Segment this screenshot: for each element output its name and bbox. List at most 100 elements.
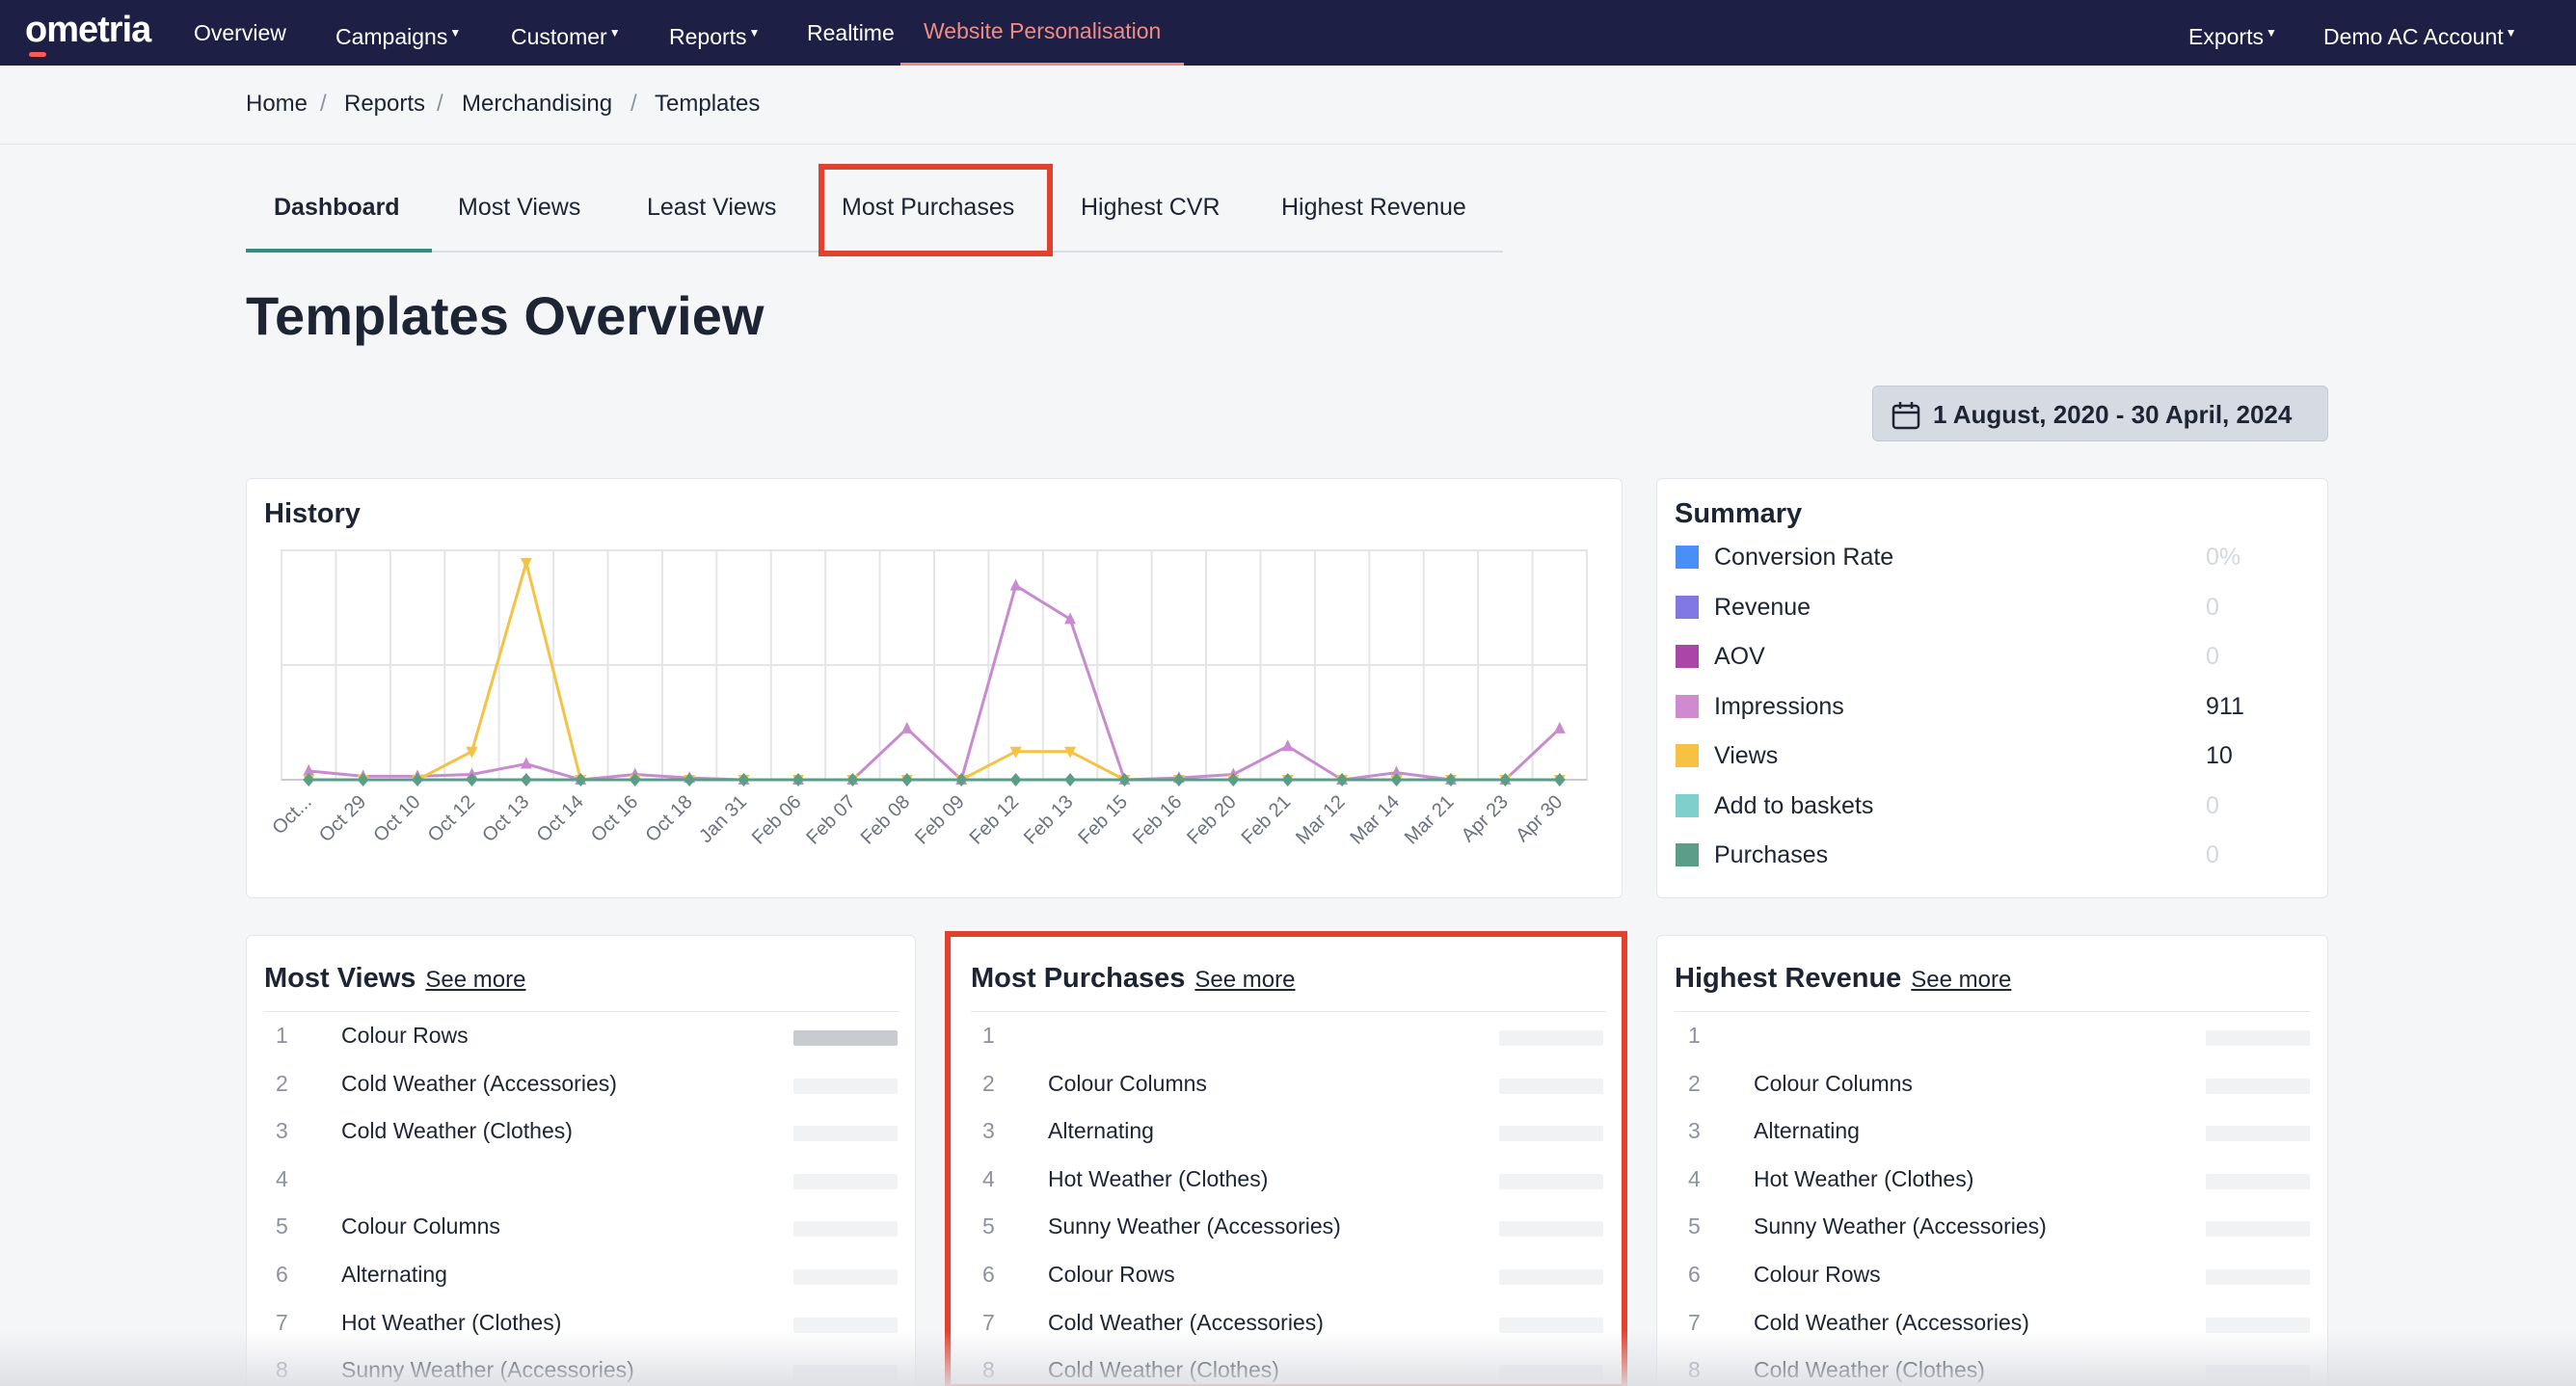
summary-row[interactable]: Impressions 911: [1676, 693, 2254, 722]
summary-row[interactable]: AOV 0: [1676, 643, 2254, 672]
data-point: [466, 773, 478, 786]
nav-campaigns[interactable]: Campaigns ▼: [335, 0, 461, 66]
nav-exports[interactable]: Exports ▼: [2188, 0, 2277, 66]
nav-customer[interactable]: Customer ▼: [511, 0, 621, 66]
data-point: [1553, 773, 1566, 786]
summary-title: Summary: [1675, 498, 1803, 529]
list-item[interactable]: 4: [276, 1166, 902, 1195]
date-range-picker[interactable]: 1 August, 2020 - 30 April, 2024: [1872, 386, 2328, 441]
summary-value: 0: [2206, 791, 2219, 819]
list-item[interactable]: 3 Alternating: [1688, 1118, 2315, 1147]
list-item[interactable]: 5 Sunny Weather (Accessories): [982, 1213, 1609, 1242]
tab-highest-revenue[interactable]: Highest Revenue: [1281, 194, 1466, 221]
tab-dashboard[interactable]: Dashboard: [246, 173, 432, 253]
list-item[interactable]: 2 Colour Columns: [1688, 1071, 2315, 1100]
list-item[interactable]: 1 Colour Rows: [276, 1023, 902, 1052]
summary-label: Views: [1714, 742, 1779, 769]
x-tick-label: Oct 13: [478, 791, 533, 846]
tab-most-views[interactable]: Most Views: [458, 194, 581, 221]
tab-highest-cvr[interactable]: Highest CVR: [1081, 194, 1221, 221]
list-item-rank: 1: [276, 1023, 288, 1048]
data-point: [1009, 746, 1022, 759]
most-purchases-see-more-link[interactable]: See more: [1194, 967, 1296, 993]
list-item-bar: [2206, 1269, 2310, 1285]
list-item-bar: [793, 1317, 898, 1333]
list-item-rank: 3: [276, 1118, 288, 1144]
data-point: [1390, 773, 1403, 786]
breadcrumb-home[interactable]: Home: [246, 91, 309, 117]
nav-overview[interactable]: Overview: [194, 0, 286, 66]
summary-row[interactable]: Purchases 0: [1676, 841, 2254, 870]
highest-revenue-title-text: Highest Revenue: [1675, 963, 1902, 994]
data-point: [900, 721, 913, 733]
nav-campaigns-label: Campaigns: [335, 24, 448, 49]
list-item[interactable]: 2 Cold Weather (Accessories): [276, 1071, 902, 1100]
breadcrumb-separator: /: [437, 91, 443, 117]
x-tick-label: Feb 21: [1238, 791, 1296, 849]
data-point: [1553, 721, 1566, 733]
list-item-bar: [793, 1269, 898, 1285]
list-item[interactable]: 3 Cold Weather (Clothes): [276, 1118, 902, 1147]
list-item[interactable]: 2 Colour Columns: [982, 1071, 1609, 1100]
summary-row[interactable]: Views 10: [1676, 742, 2254, 771]
summary-label: Purchases: [1714, 841, 1829, 868]
list-item[interactable]: 3 Alternating: [982, 1118, 1609, 1147]
list-item[interactable]: 5 Sunny Weather (Accessories): [1688, 1213, 2315, 1242]
list-item-label: Colour Columns: [1048, 1070, 1207, 1096]
card-divider: [971, 1011, 1606, 1012]
list-item[interactable]: 6 Colour Rows: [1688, 1262, 2315, 1291]
list-item-bar: [793, 1221, 898, 1238]
list-item-rank: 2: [276, 1070, 288, 1096]
summary-row[interactable]: Add to baskets 0: [1676, 792, 2254, 821]
list-item[interactable]: 6 Colour Rows: [982, 1262, 1609, 1291]
list-item-bar: [1499, 1030, 1603, 1046]
data-point: [1064, 612, 1077, 625]
most-views-see-more-link[interactable]: See more: [425, 967, 526, 993]
nav-website-personalisation[interactable]: Website Personalisation: [900, 0, 1185, 66]
data-point: [1118, 773, 1131, 786]
list-item-bar: [1499, 1126, 1603, 1142]
date-range-label: 1 August, 2020 - 30 April, 2024: [1933, 400, 2293, 429]
list-item-bar: [2206, 1221, 2310, 1238]
list-item[interactable]: 4 Hot Weather (Clothes): [982, 1166, 1609, 1195]
summary-row[interactable]: Conversion Rate 0%: [1676, 544, 2254, 573]
list-item-rank: 2: [982, 1070, 995, 1096]
list-item[interactable]: 1: [982, 1023, 1609, 1052]
data-point: [738, 773, 750, 786]
nav-reports[interactable]: Reports ▼: [669, 0, 760, 66]
summary-row[interactable]: Revenue 0: [1676, 594, 2254, 623]
list-item-bar: [793, 1173, 898, 1189]
list-item-rank: 3: [1688, 1118, 1701, 1144]
most-views-title-text: Most Views: [264, 963, 416, 994]
list-item[interactable]: 6 Alternating: [276, 1262, 902, 1291]
list-item[interactable]: 4 Hot Weather (Clothes): [1688, 1166, 2315, 1195]
highlight-annotation: [945, 931, 1627, 1386]
x-tick-label: Oct 12: [424, 791, 479, 846]
highest-revenue-see-more-link[interactable]: See more: [1911, 967, 2012, 993]
x-tick-label: Feb 15: [1074, 791, 1132, 849]
report-tabs: Dashboard Most Views Least Views Most Pu…: [246, 173, 1503, 253]
list-item[interactable]: 5 Colour Columns: [276, 1213, 902, 1242]
list-item-label: Alternating: [341, 1262, 447, 1287]
history-chart[interactable]: Oct... Oct 29 Oct 10 Oct 12 Oct 13 Oct 14 Oct …: [247, 479, 1623, 899]
caret-down-icon: ▼: [2505, 26, 2517, 40]
data-point: [1227, 773, 1240, 786]
list-item-rank: 7: [982, 1309, 995, 1335]
ometria-logo[interactable]: ometria: [25, 10, 151, 50]
tab-least-views[interactable]: Least Views: [647, 194, 777, 221]
breadcrumb-reports[interactable]: Reports: [344, 91, 426, 117]
breadcrumb-merchandising[interactable]: Merchandising: [462, 91, 613, 117]
nav-account[interactable]: Demo AC Account ▼: [2323, 0, 2517, 66]
list-item[interactable]: 1: [1688, 1023, 2315, 1052]
nav-realtime[interactable]: Realtime: [807, 0, 895, 66]
card-divider: [264, 1011, 899, 1012]
x-tick-label: Oct 18: [641, 791, 696, 846]
most-purchases-card: Most Purchases See more: [951, 935, 1623, 1386]
list-item-label: Alternating: [1048, 1118, 1154, 1144]
x-tick-label: Feb 09: [911, 791, 969, 849]
tab-most-purchases[interactable]: Most Purchases: [842, 194, 1015, 221]
nav-reports-label: Reports: [669, 24, 747, 49]
x-tick-label: Mar 12: [1292, 791, 1350, 849]
most-purchases-title: Most Purchases See more: [971, 963, 1295, 995]
data-point: [792, 773, 804, 786]
